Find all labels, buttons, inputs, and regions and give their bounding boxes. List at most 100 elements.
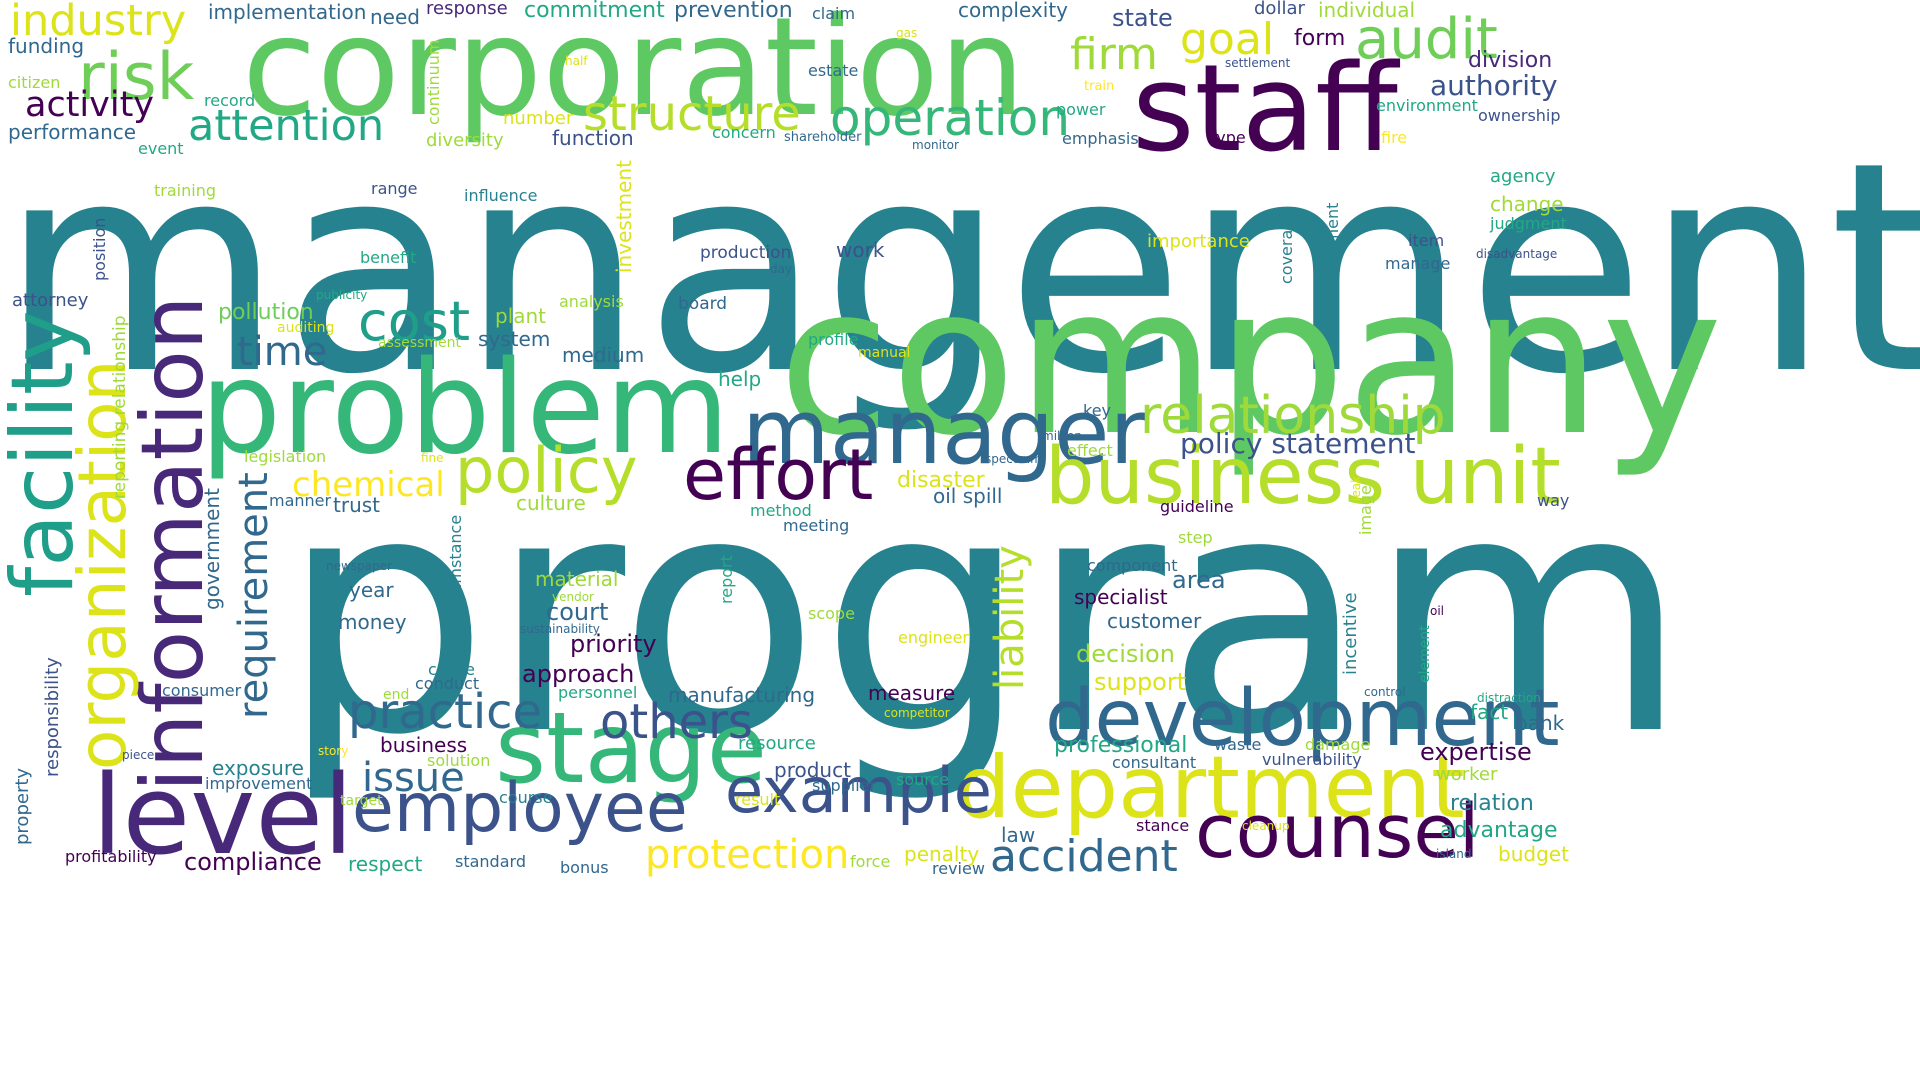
word-manage: manage [1385, 254, 1451, 273]
word-audit: audit [1355, 7, 1498, 72]
word-professional: professional [1054, 733, 1188, 758]
word-auditing: auditing [277, 320, 335, 336]
word-respect: respect [348, 852, 423, 876]
word-pollution: pollution [218, 300, 314, 325]
word-circumstance: circumstance [446, 514, 465, 622]
word-piece: piece [122, 748, 155, 762]
word-element: element [1417, 625, 1433, 683]
word-effect: effect [1067, 441, 1113, 460]
word-disadvantage: disadvantage [1476, 247, 1558, 261]
word-year: year [349, 578, 394, 602]
word-assessment: assessment [378, 335, 461, 351]
word-employee: employee [352, 769, 688, 848]
word-management: management [0, 101, 1920, 438]
word-corporation: corporation [242, 0, 1026, 147]
word-engineer: engineer [898, 628, 969, 647]
word-problem: problem [200, 334, 730, 483]
word-advantage: advantage [1440, 818, 1558, 843]
word-report: report [717, 555, 736, 604]
word-firm: firm [1070, 29, 1158, 80]
word-meeting: meeting [783, 516, 850, 535]
word-relation: relation [1450, 791, 1534, 816]
word-fine: fine [421, 451, 444, 465]
word-exposure: exposure [212, 756, 304, 780]
word-target: target [340, 793, 383, 809]
word-system: system [478, 327, 551, 351]
word-matter: matter [1198, 547, 1280, 575]
word-end: end [383, 687, 410, 703]
word-response: response [426, 0, 508, 19]
word-practice: practice [348, 684, 543, 740]
word-law: law [1001, 823, 1036, 847]
word-oil: oil [1430, 604, 1445, 618]
word-bonus: bonus [560, 858, 609, 877]
word-gas: gas [896, 26, 918, 40]
word-level: level [92, 751, 354, 879]
word-commitment: commitment [524, 0, 665, 23]
word-goal: goal [1180, 14, 1275, 65]
word-power: power [1056, 100, 1106, 119]
word-bank: bank [1515, 711, 1565, 735]
word-legislation: legislation [244, 447, 327, 466]
word-cost: cost [358, 290, 471, 353]
word-fire: fire [1381, 128, 1408, 147]
word-product: product [774, 758, 851, 782]
word-division: division [1468, 48, 1553, 73]
word-position: position [90, 217, 109, 281]
word-resource: resource [738, 733, 816, 754]
word-key: key [1083, 401, 1112, 420]
word-industry: industry [10, 0, 187, 46]
word-policy-statement: policy statement [1180, 427, 1416, 460]
word-attorney: attorney [12, 290, 89, 311]
word-competitor: competitor [884, 706, 950, 720]
word-publicity: publicity [316, 288, 368, 302]
word-court: court [546, 598, 609, 626]
word-newspaper: newspaper [326, 559, 392, 573]
word-manner: manner [269, 491, 332, 510]
word-risk: risk [78, 40, 195, 115]
word-company: company [778, 243, 1723, 481]
word-change: change [1490, 192, 1564, 216]
word-money: money [338, 610, 407, 634]
word-business: business [380, 733, 468, 757]
word-responsibility: responsibility [42, 657, 63, 777]
word-board: board [678, 294, 728, 314]
word-improvement: improvement [205, 774, 313, 793]
word-way: way [1537, 491, 1570, 510]
word-structure: structure [583, 86, 801, 142]
word-stage: stage [495, 692, 768, 806]
word-protection: protection [645, 832, 850, 878]
word-monitor: monitor [912, 138, 959, 152]
word-training: training [154, 181, 216, 200]
word-waste: waste [1214, 735, 1262, 754]
word-personnel: personnel [558, 683, 638, 702]
word-review: review [932, 859, 985, 878]
word-trust: trust [333, 493, 381, 517]
word-individual: individual [1318, 0, 1416, 22]
word-help: help [718, 367, 762, 391]
word-importance: importance [1147, 231, 1250, 252]
word-analysis: analysis [559, 292, 624, 311]
word-ownership: ownership [1478, 106, 1561, 125]
word-counsel: counsel [1195, 789, 1480, 875]
word-settlement: settlement [1225, 56, 1291, 70]
word-decision: decision [1076, 640, 1175, 668]
word-work: work [836, 238, 885, 262]
word-item: item [1408, 231, 1445, 250]
word-story: story [318, 744, 349, 758]
word-time: time [237, 329, 328, 375]
word-step: step [1178, 528, 1213, 547]
word-type: type [1210, 128, 1246, 147]
word-profitability: profitability [65, 847, 157, 866]
word-culture: culture [516, 491, 586, 515]
word-result: result [735, 790, 781, 809]
word-effort: effort [683, 434, 874, 516]
word-policy: policy [455, 434, 638, 507]
word-cleanup: cleanup [1242, 819, 1290, 833]
word-stance: stance [1136, 816, 1190, 835]
word-manufacturing: manufacturing [668, 683, 816, 707]
word-development: development [1045, 674, 1560, 764]
word-example: example [725, 754, 992, 827]
word-attention: attention [188, 101, 385, 151]
